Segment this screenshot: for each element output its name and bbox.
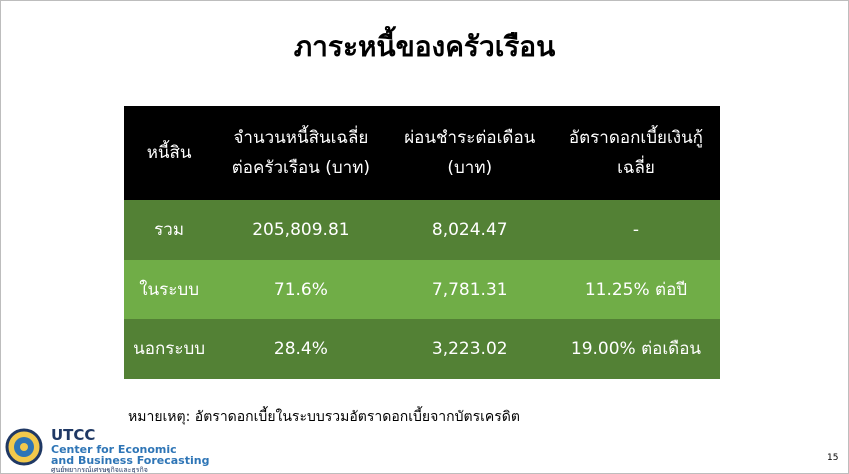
- table-row: นอกระบบ 28.4% 3,223.02 19.00% ต่อเดือน: [124, 319, 720, 379]
- logo-line: and Business Forecasting: [51, 454, 210, 467]
- logo-thai: ศูนย์พยากรณ์เศรษฐกิจและธุรกิจ: [51, 466, 148, 474]
- header-text: (บาท): [447, 158, 493, 178]
- table-cell: รวม: [124, 200, 215, 260]
- logo-emblem: [5, 428, 43, 466]
- table-cell: 11.25% ต่อปี: [551, 260, 720, 319]
- header-cell: หนี้สิน: [124, 106, 215, 200]
- header-text: หนี้สิน: [146, 143, 192, 163]
- header-row: หนี้สิน จำนวนหนี้สินเฉลี่ยต่อครัวเรือน (บ…: [124, 106, 720, 200]
- table-cell: 7,781.31: [387, 260, 552, 319]
- table-cell: นอกระบบ: [124, 319, 215, 379]
- page-number: 15: [827, 453, 839, 463]
- table-cell: 28.4%: [214, 319, 388, 379]
- footnote: หมายเหตุ: อัตราดอกเบี้ยในระบบรวมอัตราดอก…: [128, 409, 520, 425]
- header-text: อัตราดอกเบี้ยเงินกู้: [568, 128, 703, 148]
- logo-name: UTCC: [51, 426, 96, 444]
- table-cell: 3,223.02: [387, 319, 552, 379]
- table-row: ในระบบ 71.6% 7,781.31 11.25% ต่อปี: [124, 260, 720, 319]
- table-cell: ในระบบ: [124, 260, 215, 319]
- table-cell: -: [551, 200, 720, 260]
- logo-line: Center for Economic: [51, 443, 177, 456]
- header-cell: อัตราดอกเบี้ยเงินกู้เฉลี่ย: [551, 106, 720, 200]
- slide-title: ภาระหนี้ของครัวเรือน: [293, 30, 556, 63]
- debt-table: หนี้สิน จำนวนหนี้สินเฉลี่ยต่อครัวเรือน (บ…: [124, 106, 720, 379]
- header-text: เฉลี่ย: [617, 158, 655, 178]
- table-cell: 8,024.47: [387, 200, 552, 260]
- table-cell: 71.6%: [214, 260, 388, 319]
- header-cell: ผ่อนชำระต่อเดือน (บาท): [387, 106, 552, 200]
- table-cell: 205,809.81: [214, 200, 388, 260]
- header-text: ต่อครัวเรือน (บาท): [231, 158, 371, 178]
- table-cell: 19.00% ต่อเดือน: [551, 319, 720, 379]
- table-row: รวม 205,809.81 8,024.47-: [124, 200, 720, 260]
- header-text: ผ่อนชำระต่อเดือน: [404, 128, 536, 148]
- header-text: จำนวนหนี้สินเฉลี่ย: [233, 128, 369, 148]
- header-cell: จำนวนหนี้สินเฉลี่ยต่อครัวเรือน (บาท): [214, 106, 388, 200]
